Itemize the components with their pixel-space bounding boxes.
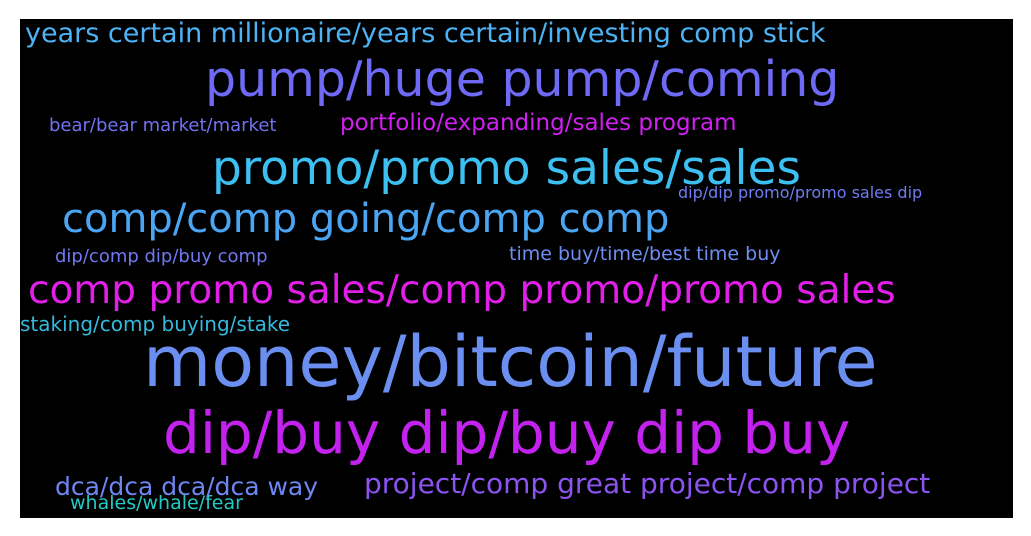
word-portfolio-expanding: portfolio/expanding/sales program	[340, 110, 737, 136]
word-promo-sales: promo/promo sales/sales	[212, 141, 801, 196]
word-project-comp: project/comp great project/comp project	[364, 467, 931, 500]
word-dip-promo-sales-dip: dip/dip promo/promo sales dip	[678, 183, 923, 202]
word-dca-way: dca/dca dca/dca way	[55, 472, 319, 501]
word-bear-market: bear/bear market/market	[49, 115, 277, 136]
word-staking-stake: staking/comp buying/stake	[20, 312, 291, 336]
word-years-certain-millionaire: years certain millionaire/years certain/…	[25, 19, 826, 49]
word-comp-promo-sales: comp promo sales/comp promo/promo sales	[28, 268, 896, 313]
word-pump-huge-pump-coming: pump/huge pump/coming	[205, 51, 840, 108]
word-time-buy: time buy/time/best time buy	[509, 243, 781, 265]
word-comp-going: comp/comp going/comp comp	[62, 196, 670, 242]
word-cloud: years certain millionaire/years certain/…	[20, 19, 1013, 518]
word-whales-fear: whales/whale/fear	[70, 492, 243, 514]
word-dip-buy: dip/buy dip/buy dip buy	[163, 399, 851, 467]
word-money-bitcoin-future: money/bitcoin/future	[143, 321, 878, 403]
word-dip-comp-buy: dip/comp dip/buy comp	[55, 246, 268, 267]
